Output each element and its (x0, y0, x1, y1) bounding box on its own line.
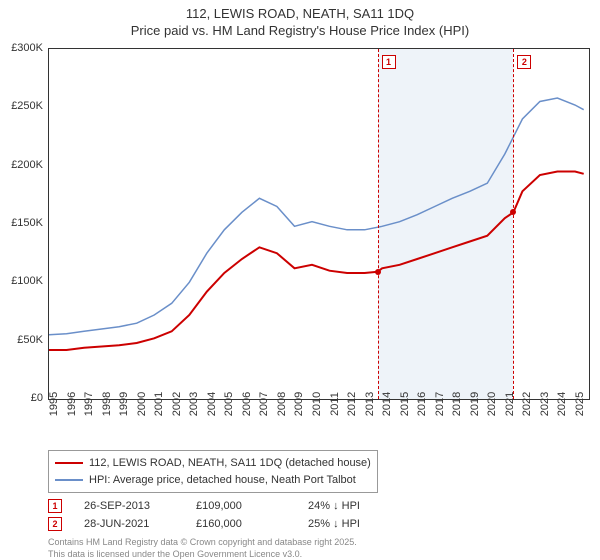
title-line-1: 112, LEWIS ROAD, NEATH, SA11 1DQ (0, 6, 600, 23)
sale-row-1: 1 26-SEP-2013 £109,000 24% ↓ HPI (48, 499, 588, 513)
x-tick-label: 2012 (346, 392, 358, 416)
sale-row-2: 2 28-JUN-2021 £160,000 25% ↓ HPI (48, 517, 588, 531)
x-tick-label: 2003 (188, 392, 200, 416)
x-tick-label: 2002 (171, 392, 183, 416)
x-tick-label: 2010 (311, 392, 323, 416)
x-tick-label: 2009 (293, 392, 305, 416)
y-axis: £0£50K£100K£150K£200K£250K£300K (0, 48, 45, 398)
sale-point (510, 209, 516, 215)
x-tick-label: 2017 (434, 392, 446, 416)
sale-marker-box: 1 (382, 55, 396, 69)
y-tick-label: £300K (11, 42, 43, 54)
footer-line-2: This data is licensed under the Open Gov… (48, 549, 588, 560)
x-tick-label: 2013 (364, 392, 376, 416)
sale-vline (378, 49, 379, 399)
x-tick-label: 1996 (66, 392, 78, 416)
title-line-2: Price paid vs. HM Land Registry's House … (0, 23, 600, 40)
legend-box: 112, LEWIS ROAD, NEATH, SA11 1DQ (detach… (48, 450, 378, 493)
legend-label-1: 112, LEWIS ROAD, NEATH, SA11 1DQ (detach… (89, 455, 371, 472)
plot-area: 12 (48, 48, 590, 400)
x-tick-label: 1998 (101, 392, 113, 416)
y-tick-label: £50K (17, 334, 43, 346)
series-price_paid (49, 172, 584, 351)
x-tick-label: 2007 (258, 392, 270, 416)
x-tick-label: 2004 (206, 392, 218, 416)
x-tick-label: 2020 (486, 392, 498, 416)
sale-price-1: £109,000 (196, 500, 286, 512)
sale-delta-1: 24% ↓ HPI (308, 500, 398, 512)
title-block: 112, LEWIS ROAD, NEATH, SA11 1DQ Price p… (0, 0, 600, 40)
x-tick-label: 2008 (276, 392, 288, 416)
sale-marker-2: 2 (48, 517, 62, 531)
x-tick-label: 2016 (416, 392, 428, 416)
y-tick-label: £0 (31, 392, 43, 404)
x-axis: 1995199619971998199920002001200220032004… (48, 400, 588, 450)
sale-date-1: 26-SEP-2013 (84, 500, 174, 512)
sale-price-2: £160,000 (196, 518, 286, 530)
y-tick-label: £150K (11, 217, 43, 229)
x-tick-label: 2011 (329, 392, 341, 416)
x-tick-label: 2005 (223, 392, 235, 416)
x-tick-label: 2000 (136, 392, 148, 416)
legend-row-1: 112, LEWIS ROAD, NEATH, SA11 1DQ (detach… (55, 455, 371, 472)
x-tick-label: 1997 (83, 392, 95, 416)
footer-text: Contains HM Land Registry data © Crown c… (48, 537, 588, 560)
x-tick-label: 2025 (574, 392, 586, 416)
x-tick-label: 2024 (556, 392, 568, 416)
y-tick-label: £100K (11, 275, 43, 287)
x-tick-label: 2006 (241, 392, 253, 416)
x-tick-label: 2019 (469, 392, 481, 416)
legend-panel: 112, LEWIS ROAD, NEATH, SA11 1DQ (detach… (48, 450, 588, 560)
legend-row-2: HPI: Average price, detached house, Neat… (55, 472, 371, 489)
legend-swatch-1 (55, 462, 83, 464)
x-tick-label: 1995 (48, 392, 60, 416)
legend-label-2: HPI: Average price, detached house, Neat… (89, 472, 356, 489)
x-tick-label: 2021 (504, 392, 516, 416)
x-tick-label: 2015 (399, 392, 411, 416)
sale-delta-2: 25% ↓ HPI (308, 518, 398, 530)
y-tick-label: £200K (11, 159, 43, 171)
footer-line-1: Contains HM Land Registry data © Crown c… (48, 537, 588, 549)
x-tick-label: 2001 (153, 392, 165, 416)
x-tick-label: 2014 (381, 392, 393, 416)
series-hpi (49, 98, 584, 335)
chart-container: 112, LEWIS ROAD, NEATH, SA11 1DQ Price p… (0, 0, 600, 560)
line-series (49, 49, 589, 399)
x-tick-label: 2018 (451, 392, 463, 416)
sale-vline (513, 49, 514, 399)
x-tick-label: 2022 (521, 392, 533, 416)
x-tick-label: 1999 (118, 392, 130, 416)
legend-swatch-2 (55, 479, 83, 481)
sale-marker-1: 1 (48, 499, 62, 513)
sale-point (375, 269, 381, 275)
x-tick-label: 2023 (539, 392, 551, 416)
y-tick-label: £250K (11, 100, 43, 112)
sale-marker-box: 2 (517, 55, 531, 69)
sale-date-2: 28-JUN-2021 (84, 518, 174, 530)
